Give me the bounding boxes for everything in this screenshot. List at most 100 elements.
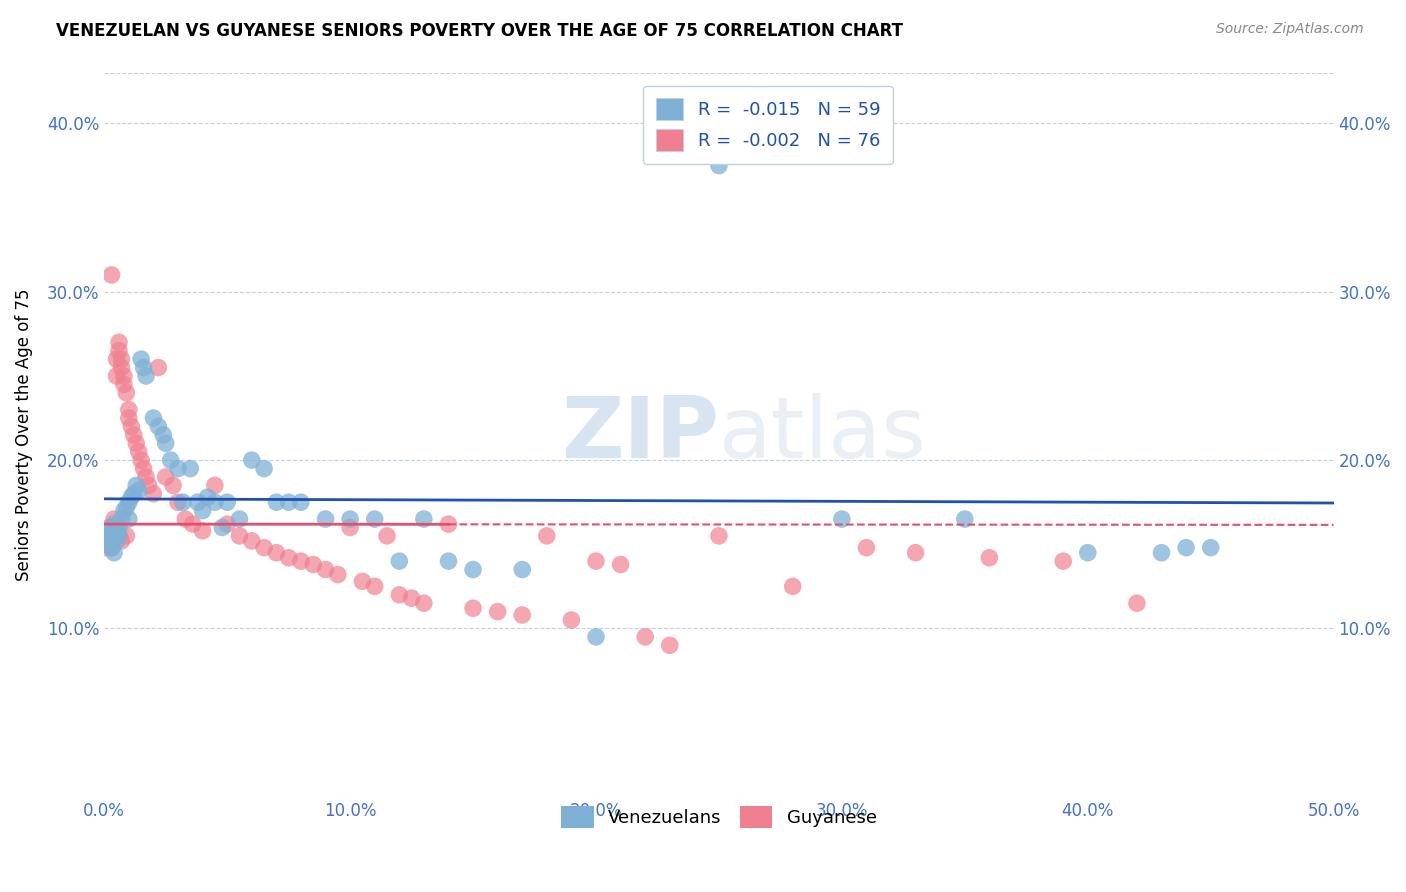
Point: [197, 490, 219, 504]
Point: [228, 529, 250, 543]
Point: [352, 574, 374, 589]
Point: [100, 529, 122, 543]
Text: Source: ZipAtlas.com: Source: ZipAtlas.com: [1216, 22, 1364, 37]
Point: [253, 461, 276, 475]
Point: [128, 444, 150, 458]
Point: [103, 533, 125, 548]
Point: [100, 529, 122, 543]
Point: [266, 546, 288, 560]
Point: [634, 630, 657, 644]
Point: [855, 541, 877, 555]
Point: [105, 368, 128, 383]
Point: [339, 520, 361, 534]
Point: [167, 461, 190, 475]
Point: [155, 470, 177, 484]
Point: [132, 461, 155, 475]
Point: [128, 483, 150, 498]
Point: [159, 453, 181, 467]
Point: [204, 495, 226, 509]
Point: [120, 490, 142, 504]
Point: [135, 368, 157, 383]
Point: [148, 360, 170, 375]
Point: [129, 352, 152, 367]
Point: [585, 554, 607, 568]
Point: [904, 546, 927, 560]
Point: [707, 529, 730, 543]
Point: [103, 512, 125, 526]
Point: [100, 541, 122, 555]
Point: [211, 520, 233, 534]
Point: [118, 495, 141, 509]
Point: [486, 605, 509, 619]
Point: [290, 554, 312, 568]
Point: [172, 495, 194, 509]
Point: [148, 419, 170, 434]
Text: VENEZUELAN VS GUYANESE SENIORS POVERTY OVER THE AGE OF 75 CORRELATION CHART: VENEZUELAN VS GUYANESE SENIORS POVERTY O…: [56, 22, 903, 40]
Point: [375, 529, 398, 543]
Point: [1199, 541, 1222, 555]
Point: [110, 360, 132, 375]
Point: [217, 517, 239, 532]
Point: [240, 533, 263, 548]
Point: [105, 524, 128, 538]
Point: [138, 478, 160, 492]
Point: [204, 478, 226, 492]
Point: [315, 512, 337, 526]
Point: [125, 436, 148, 450]
Point: [1150, 546, 1173, 560]
Point: [536, 529, 558, 543]
Point: [100, 268, 122, 282]
Point: [240, 453, 263, 467]
Point: [108, 335, 131, 350]
Point: [115, 500, 138, 515]
Point: [132, 360, 155, 375]
Point: [277, 550, 299, 565]
Point: [129, 453, 152, 467]
Point: [96, 529, 118, 543]
Point: [302, 558, 325, 572]
Point: [181, 517, 204, 532]
Point: [152, 428, 174, 442]
Point: [412, 512, 434, 526]
Point: [115, 385, 138, 400]
Point: [388, 554, 411, 568]
Point: [98, 520, 121, 534]
Point: [120, 419, 142, 434]
Point: [112, 503, 135, 517]
Point: [510, 563, 533, 577]
Point: [609, 558, 631, 572]
Point: [1052, 554, 1074, 568]
Point: [339, 512, 361, 526]
Point: [118, 512, 141, 526]
Point: [142, 411, 165, 425]
Point: [266, 495, 288, 509]
Point: [228, 512, 250, 526]
Point: [658, 638, 681, 652]
Point: [108, 343, 131, 358]
Point: [110, 533, 132, 548]
Point: [103, 517, 125, 532]
Point: [388, 588, 411, 602]
Point: [979, 550, 1001, 565]
Point: [290, 495, 312, 509]
Point: [112, 368, 135, 383]
Y-axis label: Seniors Poverty Over the Age of 75: Seniors Poverty Over the Age of 75: [15, 289, 32, 581]
Point: [412, 596, 434, 610]
Point: [1077, 546, 1099, 560]
Point: [105, 533, 128, 548]
Point: [560, 613, 582, 627]
Point: [461, 563, 484, 577]
Point: [118, 402, 141, 417]
Point: [100, 520, 122, 534]
Point: [103, 524, 125, 538]
Point: [118, 411, 141, 425]
Text: atlas: atlas: [718, 393, 927, 476]
Point: [174, 512, 197, 526]
Point: [108, 529, 131, 543]
Point: [167, 495, 190, 509]
Point: [179, 461, 201, 475]
Point: [315, 563, 337, 577]
Point: [105, 352, 128, 367]
Point: [364, 579, 387, 593]
Point: [135, 470, 157, 484]
